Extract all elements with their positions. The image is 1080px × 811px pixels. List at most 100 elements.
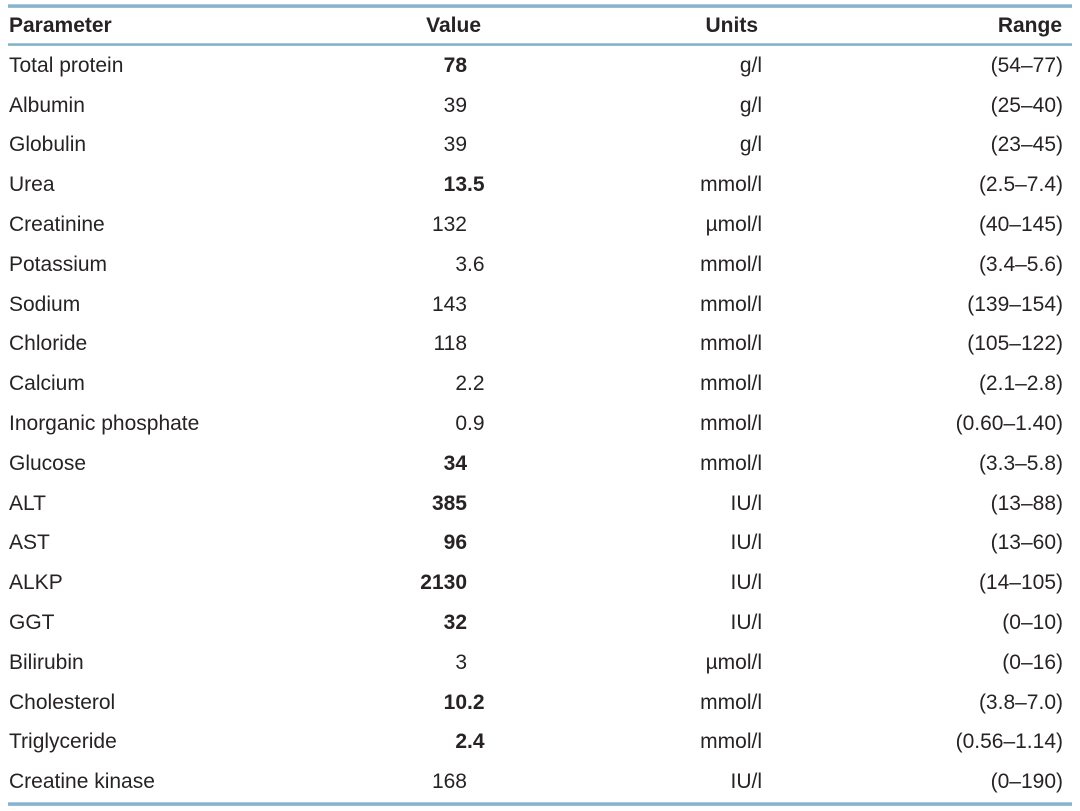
table-row: Calcium 2.2 mmol/l (2.1–2.8)	[8, 364, 1072, 404]
table-body: Total protein 78 g/l (54–77) Albumin 39 …	[8, 46, 1072, 802]
value-integer-part: 34	[443, 451, 467, 475]
value-decimal-part: .2	[467, 372, 485, 396]
units-cell: mmol/l	[700, 451, 762, 475]
value-integer-part: 2	[455, 372, 467, 396]
units-cell: IU/l	[730, 770, 763, 794]
table-row: Potassium 3.6 mmol/l (3.4–5.6)	[8, 245, 1072, 285]
table-row: Sodium 143 mmol/l (139–154)	[8, 285, 1072, 325]
table-header-row: Parameter Value Units Range	[8, 8, 1072, 43]
value-integer-part: 385	[431, 491, 467, 515]
range-cell: (2.5–7.4)	[978, 173, 1063, 197]
range-cell: (0–16)	[1002, 650, 1063, 674]
table-bottom-rule	[8, 802, 1072, 807]
units-cell: µmol/l	[705, 650, 762, 674]
value-cell: 2130	[380, 571, 487, 595]
value-integer-part: 96	[443, 531, 467, 555]
value-decimal-part	[467, 332, 487, 356]
value-cell: 96	[380, 531, 487, 555]
value-cell: 132	[380, 213, 487, 237]
table-row: ALKP 2130 IU/l (14–105)	[8, 563, 1072, 603]
parameter-cell: Globulin	[9, 133, 87, 157]
parameter-cell: Creatine kinase	[9, 770, 155, 794]
value-cell: 2.4	[380, 730, 487, 754]
value-integer-part: 78	[443, 53, 467, 77]
range-cell: (0–190)	[990, 770, 1063, 794]
range-cell: (2.1–2.8)	[978, 372, 1063, 396]
value-integer-part: 0	[455, 412, 467, 436]
value-cell: 2.2	[380, 372, 487, 396]
units-cell: g/l	[739, 133, 762, 157]
lab-results-table: Parameter Value Units Range Total protei…	[8, 4, 1072, 807]
value-decimal-part: .5	[467, 173, 485, 197]
units-cell: mmol/l	[700, 332, 762, 356]
value-cell: 10.2	[380, 691, 487, 715]
parameter-cell: Creatinine	[9, 213, 105, 237]
value-decimal-part	[467, 54, 487, 78]
value-integer-part: 13	[443, 173, 467, 197]
value-integer-part: 3	[455, 650, 467, 674]
table-row: Creatine kinase 168 IU/l (0–190)	[8, 762, 1072, 802]
value-cell: 39	[380, 133, 487, 157]
range-cell: (25–40)	[990, 93, 1063, 117]
value-decimal-part	[467, 492, 487, 516]
value-cell: 34	[380, 452, 487, 476]
value-decimal-part	[467, 571, 487, 595]
parameter-cell: Sodium	[9, 292, 81, 316]
table-row: AST 96 IU/l (13–60)	[8, 524, 1072, 564]
value-cell: 118	[380, 332, 487, 356]
value-decimal-part	[467, 770, 487, 794]
value-cell: 3.6	[380, 253, 487, 277]
parameter-cell: Albumin	[9, 93, 85, 117]
value-cell: 78	[380, 54, 487, 78]
units-cell: IU/l	[730, 491, 763, 515]
value-integer-part: 10	[443, 690, 467, 714]
table-row: GGT 32 IU/l (0–10)	[8, 603, 1072, 643]
table-row: ALT 385 IU/l (13–88)	[8, 484, 1072, 524]
parameter-cell: Urea	[9, 173, 55, 197]
range-cell: (14–105)	[978, 571, 1063, 595]
units-cell: mmol/l	[700, 173, 762, 197]
value-decimal-part: .4	[467, 730, 485, 754]
units-cell: IU/l	[730, 611, 763, 635]
column-header-parameter: Parameter	[9, 13, 112, 37]
value-decimal-part	[467, 452, 487, 476]
parameter-cell: Total protein	[9, 53, 124, 77]
range-cell: (23–45)	[990, 133, 1063, 157]
value-integer-part: 3	[455, 252, 467, 276]
range-cell: (3.8–7.0)	[978, 690, 1063, 714]
value-integer-part: 32	[443, 611, 467, 635]
range-cell: (3.4–5.6)	[978, 252, 1063, 276]
value-cell: 39	[380, 94, 487, 118]
table-row: Albumin 39 g/l (25–40)	[8, 86, 1072, 126]
value-decimal-part	[467, 651, 487, 675]
value-decimal-part	[467, 531, 487, 555]
value-integer-part: 2130	[420, 571, 467, 595]
range-cell: (0.60–1.40)	[955, 412, 1063, 436]
table-row: Chloride 118 mmol/l (105–122)	[8, 325, 1072, 365]
value-cell: 13.5	[380, 173, 487, 197]
value-cell: 0.9	[380, 412, 487, 436]
value-decimal-part: .2	[467, 690, 485, 714]
units-cell: IU/l	[730, 571, 763, 595]
units-cell: mmol/l	[700, 292, 762, 316]
table-row: Bilirubin 3 µmol/l (0–16)	[8, 643, 1072, 683]
parameter-cell: Bilirubin	[9, 650, 84, 674]
value-integer-part: 168	[431, 770, 467, 794]
range-cell: (139–154)	[967, 292, 1063, 316]
units-cell: mmol/l	[700, 730, 762, 754]
table-row: Globulin 39 g/l (23–45)	[8, 126, 1072, 166]
table-row: Inorganic phosphate 0.9 mmol/l (0.60–1.4…	[8, 404, 1072, 444]
parameter-cell: Chloride	[9, 332, 88, 356]
table-row: Creatinine 132 µmol/l (40–145)	[8, 205, 1072, 245]
range-cell: (54–77)	[990, 53, 1063, 77]
value-integer-part: 2	[455, 730, 467, 754]
column-header-units: Units	[705, 13, 759, 37]
column-header-range: Range	[997, 13, 1062, 37]
value-cell: 32	[380, 611, 487, 635]
units-cell: g/l	[739, 93, 762, 117]
value-integer-part: 39	[443, 93, 467, 117]
parameter-cell: ALKP	[9, 571, 63, 595]
column-header-value: Value	[426, 13, 481, 37]
parameter-cell: Cholesterol	[9, 690, 116, 714]
units-cell: mmol/l	[700, 412, 762, 436]
